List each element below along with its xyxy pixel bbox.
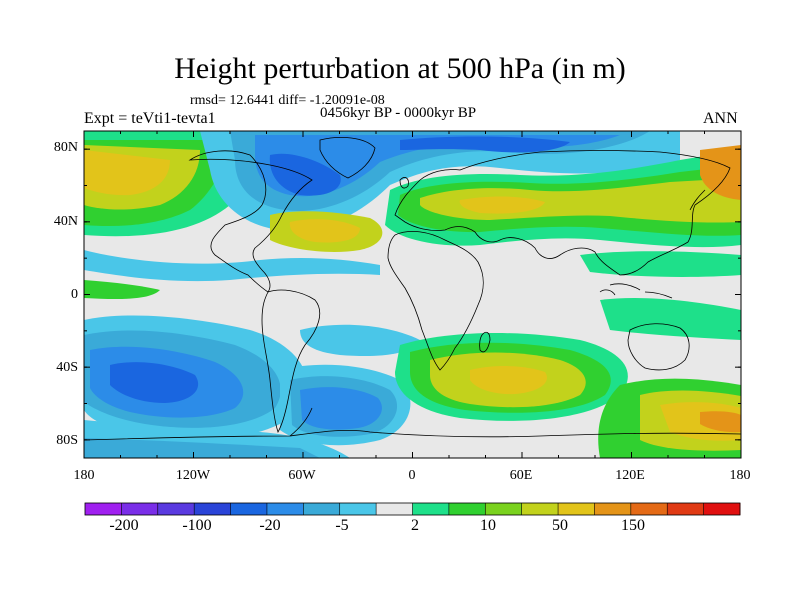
y-tick-label: 80S (56, 433, 78, 448)
coastline-africa (387, 230, 484, 371)
colorbar-swatch (412, 503, 450, 515)
colorbar-label: 50 (552, 517, 568, 534)
x-tick-label: 120W (175, 468, 211, 483)
colorbar-swatch (667, 503, 705, 515)
contour-positive (580, 251, 741, 277)
x-tick-label: 120E (615, 468, 645, 483)
x-tick-label: 0 (408, 468, 416, 483)
contour-negative (400, 136, 570, 153)
coastline-greenland (319, 137, 376, 179)
contour-negative (269, 153, 341, 196)
contour-negative (600, 298, 741, 340)
colorbar-label: -5 (335, 517, 349, 534)
colorbar-label: -100 (182, 517, 212, 534)
contour-positive (84, 150, 170, 196)
x-tick-label: 60W (288, 468, 316, 483)
axis-ticks (83, 131, 742, 458)
colorbar-swatch (230, 503, 268, 515)
contour-negative (84, 438, 320, 458)
y-tick-label: 40N (53, 214, 78, 229)
colorbar-swatch (266, 503, 304, 515)
colorbar-label: -200 (109, 517, 139, 534)
colorbar-label: 2 (411, 517, 419, 534)
y-tick-label: 80N (53, 140, 78, 155)
contour-positive (289, 219, 360, 243)
colorbar-swatch (376, 503, 413, 515)
contour-negative (110, 362, 199, 403)
colorbar-swatch (303, 503, 341, 515)
experiment-label: Expt = teVti1-tevta1 (84, 110, 216, 127)
coastline-south-america (261, 289, 321, 433)
contour-positive (700, 145, 741, 200)
colorbar-swatch (85, 503, 122, 515)
colorbar-swatch (703, 503, 741, 515)
colorbar-swatch (630, 503, 668, 515)
contour-positive (84, 280, 160, 300)
x-tick-label: 60E (509, 468, 533, 483)
colorbar (84, 502, 741, 516)
coastline-antarctic-peninsula (289, 407, 313, 437)
contour-positive (470, 366, 547, 395)
colorbar-label: 150 (621, 517, 645, 534)
y-tick-label: 40S (56, 360, 78, 375)
coastlines (84, 137, 741, 441)
coastline-madagascar (479, 331, 491, 353)
coastline-japan (689, 189, 706, 211)
colorbar-swatch (157, 503, 195, 515)
x-tick-label: 180 (73, 468, 95, 483)
coastline-australia (627, 323, 690, 371)
colorbar-label: 10 (480, 517, 496, 534)
y-tick-label: 0 (71, 287, 78, 302)
colorbar-swatch (558, 503, 595, 515)
colorbar-swatch (194, 503, 232, 515)
season-label: ANN (703, 110, 738, 127)
colorbar-swatch (448, 503, 486, 515)
plot-title: Height perturbation at 500 hPa (in m) (174, 52, 626, 85)
contour-negative (300, 324, 420, 357)
x-tick-label: 180 (729, 468, 751, 483)
contour-negative (84, 250, 380, 282)
coastline-europe-asia (394, 150, 731, 276)
coastline-indonesia (599, 283, 673, 299)
coastline-uk (399, 177, 409, 189)
contour-field (84, 131, 741, 458)
colorbar-swatch (485, 503, 523, 515)
colorbar-swatch (121, 503, 159, 515)
colorbar-swatch (594, 503, 632, 515)
coastline-antarctica (84, 429, 741, 441)
time-period: 0456kyr BP - 0000kyr BP (320, 105, 477, 121)
colorbar-label: -20 (259, 517, 281, 534)
contour-negative (255, 135, 620, 197)
contour-positive (700, 411, 741, 433)
contour-positive (459, 196, 545, 214)
contour-negative (300, 387, 382, 430)
colorbar-swatch (339, 503, 377, 515)
rmsd-stats: rmsd= 12.6441 diff= -1.20091e-08 (190, 93, 385, 108)
colorbar-swatch (521, 503, 559, 515)
